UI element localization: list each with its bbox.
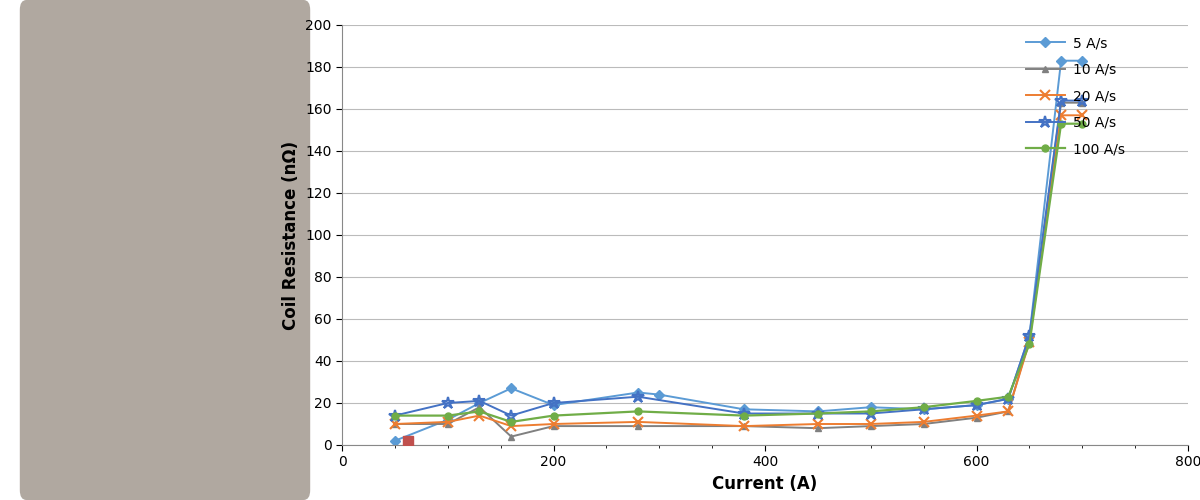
100 A/s — [388, 412, 402, 418]
100 A/s — [1075, 120, 1090, 126]
100 A/s — [811, 410, 826, 416]
5 A/s — [473, 400, 487, 406]
Y-axis label: Coil Resistance (nΩ): Coil Resistance (nΩ) — [282, 140, 300, 330]
Line: 100 A/s: 100 A/s — [391, 120, 1086, 426]
5 A/s — [917, 406, 931, 412]
20 A/s — [388, 421, 402, 427]
10 A/s — [917, 421, 931, 427]
Line: 5 A/s: 5 A/s — [391, 57, 1086, 444]
20 A/s — [1001, 408, 1015, 414]
10 A/s — [864, 423, 878, 429]
5 A/s — [504, 386, 518, 392]
10 A/s — [970, 414, 984, 420]
100 A/s — [1054, 120, 1068, 126]
100 A/s — [864, 408, 878, 414]
50 A/s — [1075, 98, 1090, 103]
Line: 50 A/s: 50 A/s — [389, 94, 1088, 422]
50 A/s — [388, 412, 402, 418]
5 A/s — [440, 417, 455, 423]
10 A/s — [504, 434, 518, 440]
20 A/s — [546, 421, 560, 427]
10 A/s — [811, 425, 826, 431]
20 A/s — [917, 419, 931, 425]
10 A/s — [388, 421, 402, 427]
Line: 20 A/s: 20 A/s — [390, 110, 1087, 431]
5 A/s — [737, 406, 751, 412]
20 A/s — [864, 421, 878, 427]
100 A/s — [473, 408, 487, 414]
10 A/s — [473, 404, 487, 410]
20 A/s — [1054, 112, 1068, 118]
Line: 10 A/s: 10 A/s — [391, 99, 1086, 440]
20 A/s — [440, 419, 455, 425]
50 A/s — [440, 400, 455, 406]
5 A/s — [970, 402, 984, 408]
100 A/s — [546, 412, 560, 418]
Legend: 5 A/s, 10 A/s, 20 A/s, 50 A/s, 100 A/s: 5 A/s, 10 A/s, 20 A/s, 50 A/s, 100 A/s — [1026, 36, 1124, 156]
50 A/s — [546, 400, 560, 406]
100 A/s — [440, 412, 455, 418]
5 A/s — [811, 408, 826, 414]
50 A/s — [917, 406, 931, 412]
5 A/s — [546, 402, 560, 408]
50 A/s — [1001, 396, 1015, 402]
50 A/s — [504, 412, 518, 418]
5 A/s — [1022, 333, 1037, 339]
50 A/s — [1054, 98, 1068, 103]
10 A/s — [1075, 100, 1090, 105]
50 A/s — [1022, 333, 1037, 339]
50 A/s — [864, 410, 878, 416]
5 A/s — [652, 392, 666, 398]
20 A/s — [473, 412, 487, 418]
10 A/s — [440, 421, 455, 427]
5 A/s — [1075, 58, 1090, 64]
10 A/s — [546, 423, 560, 429]
5 A/s — [631, 390, 646, 396]
50 A/s — [970, 402, 984, 408]
10 A/s — [1001, 408, 1015, 414]
50 A/s — [737, 410, 751, 416]
20 A/s — [1022, 339, 1037, 345]
50 A/s — [473, 398, 487, 404]
20 A/s — [1075, 112, 1090, 118]
20 A/s — [504, 423, 518, 429]
10 A/s — [737, 423, 751, 429]
100 A/s — [504, 419, 518, 425]
5 A/s — [864, 404, 878, 410]
100 A/s — [631, 408, 646, 414]
100 A/s — [970, 398, 984, 404]
10 A/s — [1054, 100, 1068, 105]
100 A/s — [917, 404, 931, 410]
100 A/s — [1001, 394, 1015, 400]
20 A/s — [631, 419, 646, 425]
5 A/s — [388, 438, 402, 444]
5 A/s — [1001, 396, 1015, 402]
FancyBboxPatch shape — [19, 0, 310, 500]
X-axis label: Current (A): Current (A) — [713, 475, 817, 493]
20 A/s — [811, 421, 826, 427]
20 A/s — [737, 423, 751, 429]
100 A/s — [1022, 341, 1037, 347]
5 A/s — [1054, 58, 1068, 64]
10 A/s — [1022, 337, 1037, 343]
50 A/s — [631, 394, 646, 400]
100 A/s — [737, 412, 751, 418]
10 A/s — [631, 423, 646, 429]
50 A/s — [811, 410, 826, 416]
20 A/s — [970, 412, 984, 418]
